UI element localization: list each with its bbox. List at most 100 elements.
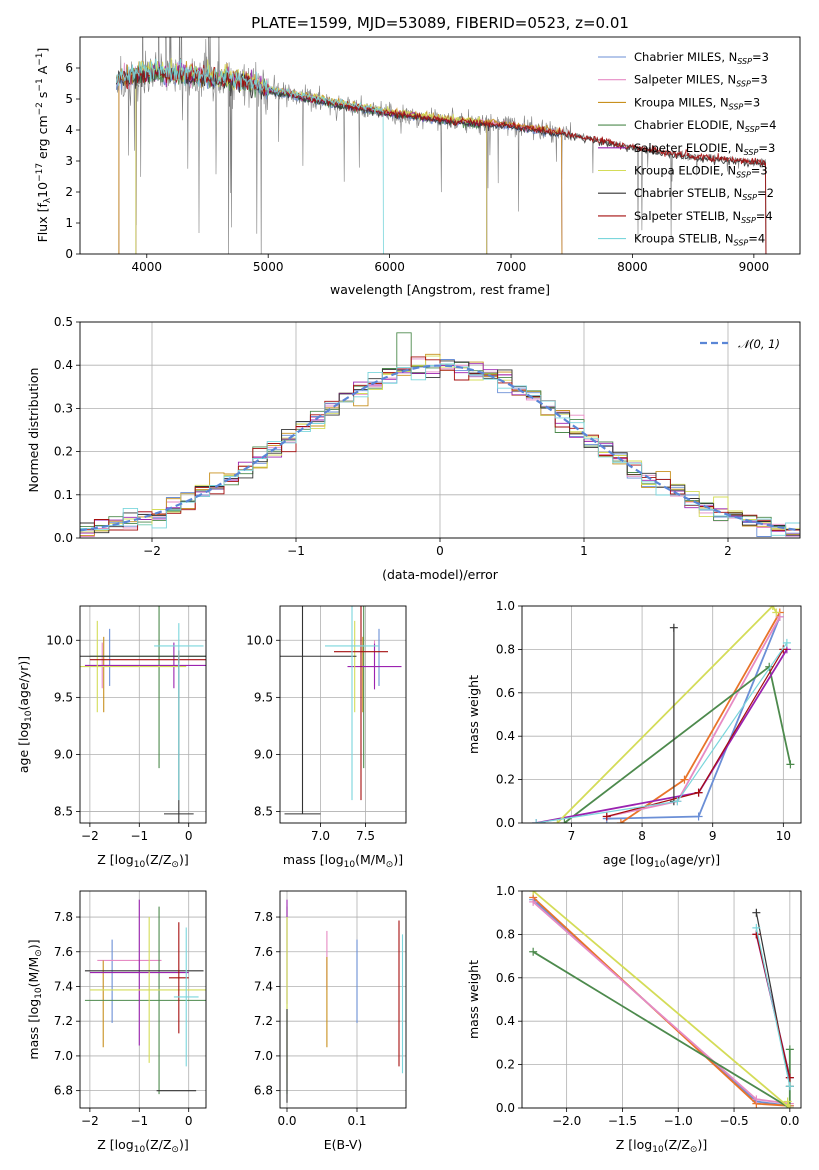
legend-name: Kroupa MILES, N — [634, 95, 729, 109]
y-tick-label: 0.5 — [54, 315, 73, 329]
x-tick-label: 0.0 — [277, 1114, 296, 1128]
weight-point-marker — [752, 1095, 761, 1104]
label-part: age [log — [16, 722, 31, 773]
y-tick-label: 9.5 — [254, 690, 273, 704]
x-axis-label: age [log10(age/yr)] — [603, 852, 720, 870]
label-part: ⊙ — [690, 1145, 698, 1155]
label-part: Z [log — [97, 1137, 133, 1152]
axes-frame — [79, 321, 801, 539]
legend-name: Salpeter ELODIE, N — [634, 141, 744, 155]
y-tick-label: 7.4 — [254, 979, 273, 993]
label-part: 10 — [134, 1145, 146, 1155]
legend-label: Kroupa MILES, NSSP=3 — [634, 95, 760, 111]
label-part: ⊙ — [386, 860, 394, 870]
label-part: ⊙ — [34, 949, 44, 957]
model-spectrum-line — [133, 58, 488, 254]
weight-series-line — [755, 927, 791, 1087]
legend-sub: SSP — [737, 57, 752, 66]
label-part: A — [35, 65, 50, 78]
y-tick-label: 10.0 — [246, 633, 273, 647]
x-tick-label: 7 — [568, 829, 576, 843]
axes-frame — [79, 890, 207, 1109]
weight-point-marker — [694, 812, 703, 821]
weight-point-marker — [602, 812, 611, 821]
weight-point-marker — [785, 1073, 794, 1082]
y-tick-label: 0.4 — [496, 729, 515, 743]
legend-label: Chabrier ELODIE, NSSP=4 — [634, 118, 776, 134]
plot-area — [280, 606, 402, 815]
label-part: )] — [697, 1137, 707, 1152]
x-tick-label: −2 — [81, 1114, 99, 1128]
plot-area — [286, 899, 404, 1103]
label-part: Z [log — [97, 852, 133, 867]
weight-point-marker — [529, 897, 538, 906]
y-tick-label: 6.8 — [254, 1084, 273, 1098]
plot-area — [80, 606, 206, 823]
x-axis-label: wavelength [Angstrom, rest frame] — [330, 282, 550, 297]
label-part: ] — [35, 48, 50, 53]
x-tick-label: 0 — [436, 544, 444, 558]
legend-n: =3 — [752, 50, 769, 64]
y-tick-label: 8.5 — [54, 805, 73, 819]
x-tick-label: 7.0 — [311, 829, 330, 843]
label-part: (Z/Z — [145, 1137, 171, 1152]
legend-name: Chabrier MILES, N — [634, 50, 737, 64]
x-tick-label: −2 — [81, 829, 99, 843]
x-tick-label: −0.5 — [719, 1114, 748, 1128]
weight-series-line — [606, 616, 781, 818]
y-tick-label: 1.0 — [496, 599, 515, 613]
label-part: age [log — [603, 852, 654, 867]
legend-sub: SSP — [729, 102, 744, 111]
label-part: (Z/Z — [145, 852, 171, 867]
weight-point-marker — [752, 923, 761, 932]
label-part: λ — [43, 197, 53, 203]
y-tick-label: 0.6 — [496, 971, 515, 985]
axes-frame — [79, 605, 207, 824]
weight-point-marker — [772, 608, 781, 617]
figure-title: PLATE=1599, MJD=53089, FIBERID=0523, z=0… — [251, 14, 629, 32]
age-vs-mass-panel: 7.0 7.5 8.5 9.0 9.5 10.0 mass [log10(M/M⊙)] — [246, 605, 407, 870]
y-tick-label: 0.1 — [54, 488, 73, 502]
x-tick-label: 0.1 — [347, 1114, 366, 1128]
y-tick-label: 0.4 — [54, 358, 73, 372]
x-tick-label: −1 — [130, 1114, 148, 1128]
x-tick-label: 6000 — [374, 260, 405, 274]
model-spectrum-line — [115, 61, 563, 254]
y-tick-label: 0.0 — [496, 1101, 515, 1115]
y-axis-label: mass [log10(M/M⊙)] — [26, 939, 44, 1059]
x-tick-label: 9 — [709, 829, 717, 843]
plot-area — [80, 332, 800, 537]
x-axis-label: Z [log10(Z/Z⊙)] — [97, 1137, 188, 1155]
label-part: )] — [26, 939, 41, 949]
y-tick-label: 9.0 — [254, 747, 273, 761]
legend-sub: SSP — [736, 80, 751, 89]
residual-histogram-panel: −2 −1 0 1 2 0.0 0.1 0.2 0.3 0.4 0.5 (data-model)/er… — [26, 315, 801, 582]
label-part: −1 — [35, 78, 45, 91]
x-tick-label: 0.0 — [780, 1114, 799, 1128]
plot-area — [532, 606, 795, 823]
label-part: (age/yr)] — [665, 852, 720, 867]
plot-area — [115, 37, 767, 254]
y-tick-label: 6.8 — [54, 1084, 73, 1098]
legend-label: Kroupa ELODIE, NSSP=3 — [634, 164, 768, 180]
x-tick-label: 5000 — [253, 260, 284, 274]
label-part: 10 — [134, 860, 146, 870]
x-tick-label: 4000 — [132, 260, 163, 274]
y-tick-label: 2 — [65, 185, 73, 199]
y-tick-label: 7.6 — [54, 945, 73, 959]
y-axis-label: age [log10(age/yr)] — [16, 656, 34, 773]
x-tick-label: 7.5 — [356, 829, 375, 843]
axes-frame — [279, 605, 407, 824]
y-tick-label: 3 — [65, 154, 73, 168]
age-vs-metallicity-panel: −2 −1 08.59.09.510.0Z [log10(Z/Z⊙)]age [lo… — [16, 605, 207, 870]
weight-point-marker — [775, 612, 784, 621]
y-tick-label: 0.0 — [496, 816, 515, 830]
plot-area — [84, 899, 206, 1095]
normal-curve — [80, 364, 800, 532]
y-tick-label: 7.2 — [54, 1014, 73, 1028]
y-tick-label: 0.0 — [54, 531, 73, 545]
x-tick-label: 9000 — [739, 260, 770, 274]
y-tick-label: 0 — [65, 247, 73, 261]
